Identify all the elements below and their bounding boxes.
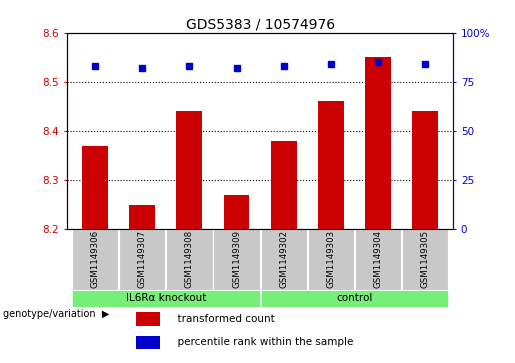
Bar (82, 146, 108, 229)
Bar (412, 111, 438, 229)
Bar (402, 229, 448, 290)
Bar (136, 335, 160, 349)
Text: percentile rank within the sample: percentile rank within the sample (171, 338, 354, 347)
Text: IL6Rα knockout: IL6Rα knockout (126, 293, 206, 303)
Text: GSM1149303: GSM1149303 (326, 230, 335, 288)
Text: GSM1149306: GSM1149306 (91, 230, 100, 288)
Text: GSM1149308: GSM1149308 (185, 230, 194, 288)
Bar (177, 111, 202, 229)
Text: control: control (336, 293, 372, 303)
Bar (355, 229, 401, 290)
Text: genotype/variation  ▶: genotype/variation ▶ (3, 309, 109, 319)
Bar (166, 229, 213, 290)
Bar (136, 312, 160, 326)
Bar (129, 205, 155, 229)
Text: GSM1149305: GSM1149305 (420, 230, 430, 288)
Bar (213, 229, 260, 290)
Bar (365, 57, 391, 229)
Bar (307, 229, 354, 290)
Bar (271, 141, 297, 229)
Bar (72, 290, 260, 307)
Text: GSM1149302: GSM1149302 (279, 230, 288, 288)
Bar (318, 102, 344, 229)
Bar (119, 229, 165, 290)
Bar (261, 229, 307, 290)
Text: GSM1149309: GSM1149309 (232, 230, 241, 288)
Bar (72, 229, 118, 290)
Text: GSM1149307: GSM1149307 (138, 230, 147, 288)
Title: GDS5383 / 10574976: GDS5383 / 10574976 (185, 17, 335, 32)
Text: transformed count: transformed count (171, 314, 275, 324)
Text: GSM1149304: GSM1149304 (373, 230, 382, 288)
Bar (224, 195, 249, 229)
Bar (261, 290, 448, 307)
